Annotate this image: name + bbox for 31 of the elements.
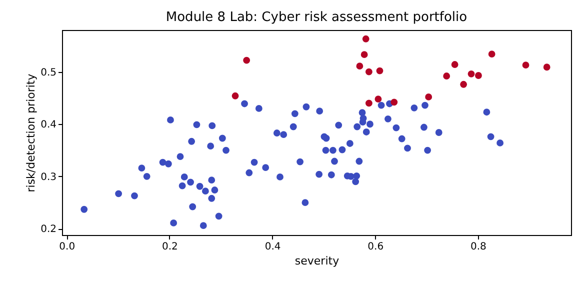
x-tick-label: 0.4 — [264, 242, 281, 252]
point — [360, 51, 368, 58]
x-tick-label: 0.8 — [470, 242, 486, 252]
point — [232, 92, 239, 100]
point — [376, 67, 384, 74]
point — [488, 50, 496, 58]
chart-title: Module 8 Lab: Cyber risk assessment portfolio — [166, 10, 468, 25]
x-tick-label: 0.2 — [162, 242, 178, 252]
x-tick-label: 0.0 — [59, 242, 76, 252]
point — [425, 93, 432, 100]
y-tick-label: 0.3 — [40, 172, 56, 183]
y-tick-label: 0.5 — [40, 67, 56, 78]
point — [243, 56, 250, 64]
point — [356, 62, 364, 70]
point — [362, 35, 370, 42]
point — [365, 68, 372, 76]
x-tick-label: 0.6 — [368, 242, 384, 252]
point — [443, 72, 450, 80]
point — [365, 100, 372, 107]
point — [374, 96, 382, 102]
point — [451, 61, 458, 68]
point — [390, 98, 398, 106]
point — [474, 72, 482, 79]
y-tick-label: 0.4 — [40, 120, 56, 131]
y-axis-title: risk/detection priority — [24, 73, 38, 192]
point — [522, 62, 530, 68]
point — [460, 80, 468, 88]
point — [468, 70, 475, 78]
x-axis-title: severity — [294, 254, 340, 268]
y-tick-label: 0.2 — [40, 224, 56, 236]
point — [543, 64, 550, 71]
